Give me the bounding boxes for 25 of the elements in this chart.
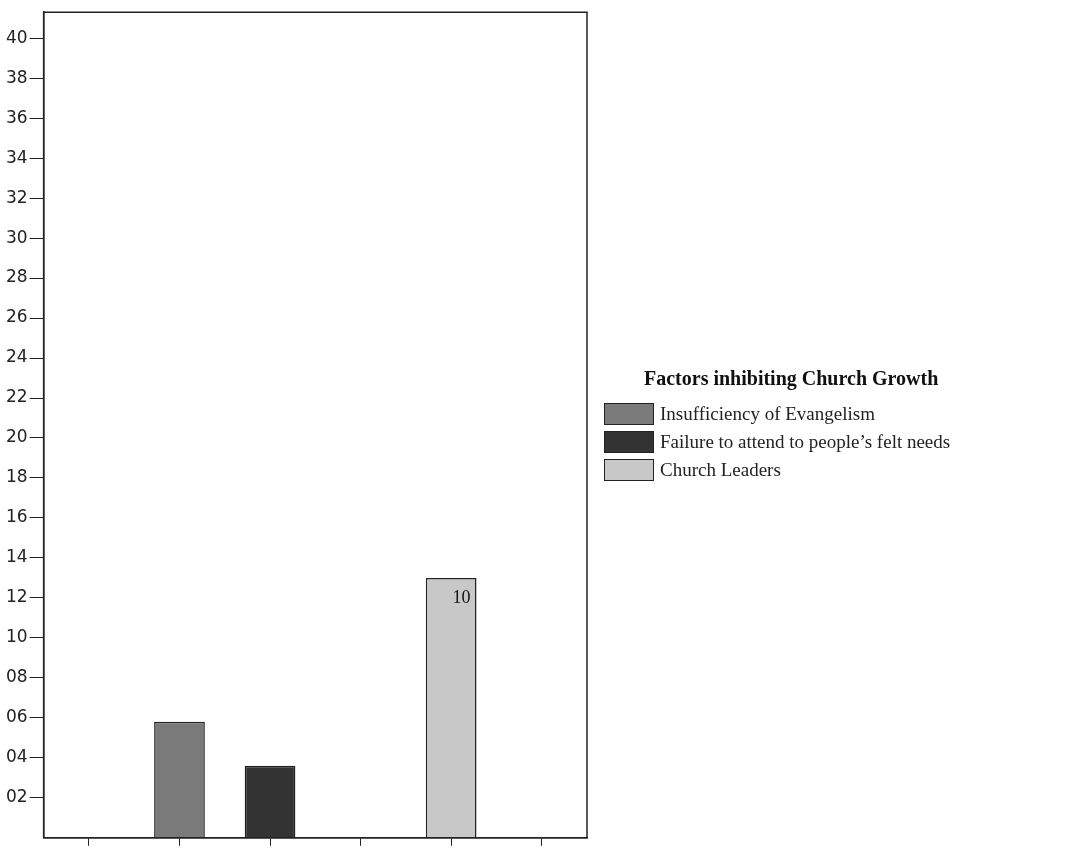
y-tick-label: 16 [5, 506, 28, 527]
legend-label: Insufficiency of Evangelism [660, 402, 875, 425]
y-tick-label: 26 [5, 306, 28, 327]
y-tick-label: 18 [5, 466, 28, 487]
y-tick-label: 22 [5, 386, 28, 407]
legend-label: Failure to attend to people’s felt needs [660, 430, 951, 453]
y-tick-label: 34 [5, 146, 28, 167]
y-tick-label: 04 [5, 746, 28, 767]
y-tick-label: 30 [5, 226, 28, 247]
y-tick-label: 24 [5, 346, 28, 367]
legend-label: Church Leaders [660, 458, 781, 481]
y-tick-label: 32 [5, 186, 28, 207]
y-tick-label: 40 [5, 26, 28, 47]
y-tick-label: 14 [5, 546, 28, 567]
annotation: 10 [452, 586, 471, 607]
y-tick-label: 28 [5, 266, 28, 287]
legend-title: Factors inhibiting Church Growth [644, 366, 940, 390]
y-tick-label: 10 [5, 626, 28, 647]
y-tick-label: 36 [5, 106, 28, 127]
y-tick-label: 38 [5, 66, 28, 87]
y-tick-label: 06 [5, 706, 28, 727]
y-tick-label: 08 [5, 666, 28, 687]
y-tick-label: 12 [5, 586, 28, 607]
y-tick-label: 02 [5, 786, 28, 807]
y-tick-label: 20 [5, 426, 28, 447]
